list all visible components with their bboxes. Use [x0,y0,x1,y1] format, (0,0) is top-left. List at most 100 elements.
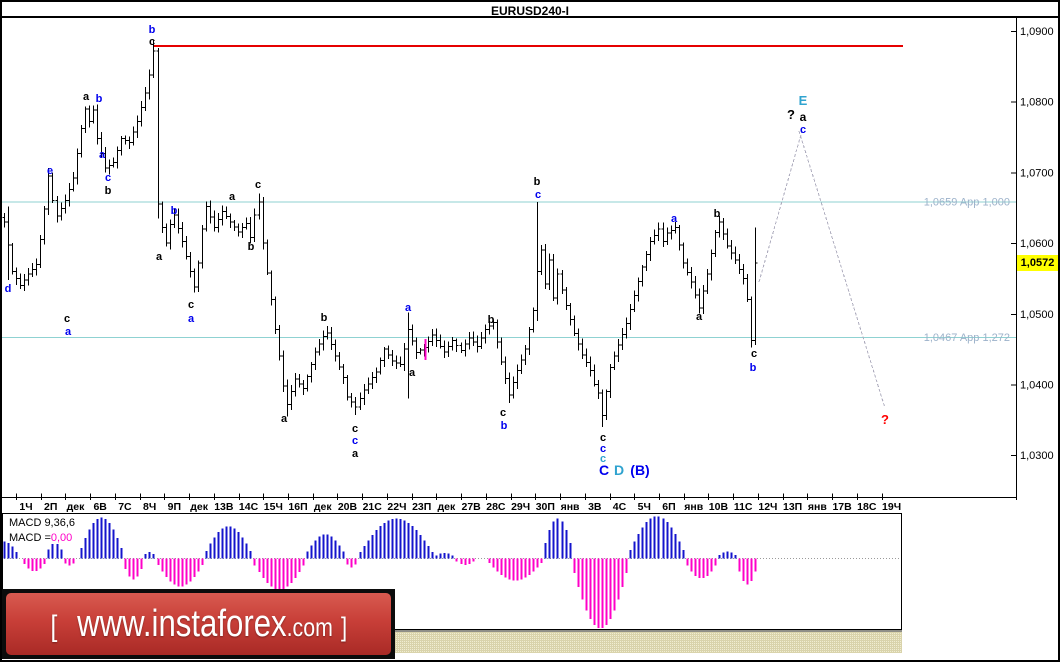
wave-label: c [352,435,358,447]
wave-label: ? [881,412,889,427]
logo-tld: .com [286,611,333,642]
time-axis-label: 23П [412,501,431,513]
projection-line [798,130,886,409]
logo-bracket-left: [ [50,609,58,643]
wave-label: a [405,302,412,314]
time-axis-label: 8Ч [143,501,156,513]
fib-level-label: 1,0659 App 1,000 [924,196,1010,208]
time-axis-label: 13П [783,501,802,513]
wave-label: e [47,165,53,177]
time-axis-label: 7С [118,501,132,513]
price-axis-label: 1,0900 [1020,26,1054,38]
projection-lines-group [758,130,886,409]
time-axis-label: 9П [168,501,181,513]
wave-label: a [800,110,807,124]
price-axis-label: 1,0400 [1020,380,1054,392]
logo-domain: www.instaforex [76,602,287,645]
price-axis-label: 1,0800 [1020,97,1054,109]
time-axis-label: 20В [338,501,358,513]
wave-label: c [64,313,70,325]
wave-label: c [600,453,606,465]
wave-label: b [714,208,721,220]
wave-label: d [5,283,12,295]
time-axis-label: 15Ч [264,501,283,513]
time-axis-label: 4С [613,501,627,513]
wave-label: c [500,407,506,419]
time-axis-label: 6П [662,501,675,513]
time-axis-label: янв [561,501,580,513]
chart-title-bar: EURUSD240-I [2,2,1058,18]
wave-label: a [352,448,359,460]
time-axis-label: 22Ч [387,501,406,513]
wave-label: b [105,185,112,197]
time-axis-label: 28С [486,501,506,513]
time-axis-label: 16П [288,501,307,513]
wave-label: c [600,432,606,444]
wave-label: b [171,205,178,217]
wave-label: c [800,124,806,136]
wave-label: D [614,462,624,478]
wave-label: b [534,176,541,188]
wave-label: b [750,362,757,374]
time-axis-label: дек [314,501,333,513]
price-axis-label: 1,0700 [1020,167,1054,179]
wave-label: a [99,149,106,161]
price-bars-group [2,39,758,427]
instaforex-logo-panel: [ www.instaforex .com] [6,593,391,655]
time-axis-label: 1Ч [19,501,32,513]
time-axis-label: 2П [44,501,57,513]
time-axis-label: 11С [734,501,753,513]
logo-bracket-right: ] [340,611,347,642]
wave-label: a [671,213,678,225]
wave-label: c [105,172,111,184]
wave-label: c [149,36,155,48]
time-axis-label: 21С [363,501,383,513]
wave-label: a [83,91,90,103]
wave-label: E [799,93,808,108]
time-axis-label: дек [67,501,86,513]
projection-line [758,130,803,283]
time-axis-label: дек [190,501,209,513]
time-axis-label: 27В [462,501,482,513]
time-axis-label: янв [684,501,703,513]
macd-indicator-labels: MACD 9,36,6 MACD =0,00 [9,516,75,546]
time-axis-label: янв [808,501,827,513]
wave-label: b [488,314,495,326]
wave-label: c [188,299,194,311]
chart-title: EURUSD240-I [490,4,570,18]
wave-label: c [255,179,261,191]
wave-label: a [229,191,236,203]
instaforex-watermark: [ www.instaforex .com] [2,589,395,659]
time-axis-label: 14С [239,501,259,513]
wave-label: c [751,348,757,360]
time-axis-label: дек [438,501,457,513]
wave-label: a [696,311,703,323]
time-axis-label: 30П [536,501,555,513]
time-axis-label: 13В [214,501,234,513]
time-axis-label: 5Ч [638,501,651,513]
wave-label: C [599,462,609,478]
wave-label: b [248,241,255,253]
level-lines-group: 1,0659 App 1,000 1,0467 App 1,272 [2,196,1017,344]
time-axis-label: 18С [857,501,877,513]
macd-value: 0,00 [50,532,73,544]
wave-label: b [96,93,103,105]
price-axis-label: 1,0300 [1020,450,1054,462]
wave-label: a [281,413,288,425]
wave-label: b [149,24,156,36]
wave-label: a [65,326,72,338]
time-axis-label: 10В [709,501,729,513]
time-axis-label: 19Ч [882,501,901,513]
price-axis-label: 1,0500 [1020,309,1054,321]
wave-label: b [321,312,328,324]
macd-value-prefix: MACD = [9,532,51,544]
axes-group: 1,0900 1,0800 1,0700 1,0600 1,0500 1,0400 1,03… [2,18,1054,513]
wave-label: (B) [630,462,649,478]
fib-level-label: 1,0467 App 1,272 [924,332,1010,344]
time-axis-label: 29Ч [511,501,530,513]
wave-label: c [352,423,358,435]
wave-label: b [501,420,508,432]
wave-label: a [156,251,163,263]
